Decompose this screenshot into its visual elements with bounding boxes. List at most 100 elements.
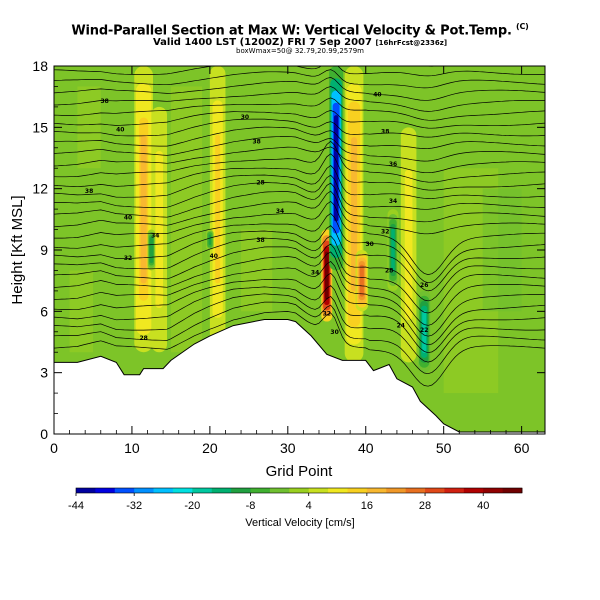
isentrope-line [54, 182, 545, 223]
downdraft-plume [333, 115, 339, 222]
y-tick-label: 15 [32, 119, 48, 135]
isentrope-line [54, 140, 545, 183]
isentrope-label: 32 [124, 255, 132, 262]
y-tick-label: 0 [40, 426, 48, 442]
isentrope-line [54, 301, 545, 375]
updraft-plume [406, 183, 412, 307]
isentrope-line [54, 272, 545, 346]
isentrope-line [54, 261, 545, 337]
chart-subtitle: Valid 1400 LST (1200Z) FRI 7 Sep 2007 [1… [0, 37, 600, 48]
colorbar-frame [75, 487, 523, 494]
isentrope-line [54, 235, 545, 302]
isentrope-label: 28 [256, 180, 264, 187]
field-patch [482, 188, 522, 312]
updraft-plume [359, 264, 364, 297]
y-tick-label: 6 [40, 303, 48, 319]
colorbar-swatch [211, 488, 232, 493]
y-tick-label: 9 [40, 242, 48, 258]
y-tick-label: 18 [32, 58, 48, 74]
isentrope-label: 38 [85, 188, 93, 195]
colorbar-tick-label: 4 [306, 500, 312, 512]
isentrope-label: 38 [252, 139, 260, 146]
colorbar-tick-label: -8 [246, 500, 256, 512]
isentrope-line [54, 251, 545, 326]
chart-subtitle-2: boxWmax=50@ 32.79,20.99,2579m [236, 47, 364, 55]
isentrope-label: 28 [139, 335, 147, 342]
isentrope-label: 34 [276, 208, 284, 215]
isentrope-line [422, 66, 440, 67]
isentrope-line [54, 110, 545, 129]
updraft-plume [215, 134, 221, 284]
colorbar-tick-label: 16 [361, 500, 373, 512]
colorbar-swatch [328, 488, 348, 493]
isentrope-line [54, 174, 545, 210]
field-patch [170, 86, 203, 353]
isentrope-label: 26 [420, 282, 428, 289]
x-tick-label: 30 [280, 440, 296, 456]
isentrope-label: 40 [116, 126, 124, 133]
colorbar-tick-label: -44 [68, 500, 84, 512]
isentrope-label: 28 [385, 267, 393, 274]
isentrope-label: 38 [381, 128, 389, 135]
isentrope-line [54, 118, 545, 138]
colorbar-swatch [483, 488, 504, 493]
colorbar-swatch [95, 488, 116, 493]
isentrope-label: 40 [124, 214, 132, 221]
chart-title-text: Wind-Parallel Section at Max W: Vertical… [71, 23, 512, 39]
chart-title: Wind-Parallel Section at Max W: Vertical… [0, 22, 600, 38]
isentrope-line [54, 190, 545, 235]
updraft-plume [351, 137, 358, 292]
colorbar-swatch [347, 488, 368, 493]
x-tick-label: 0 [50, 440, 58, 456]
isentrope-line [54, 69, 545, 89]
isentrope-line [54, 126, 545, 149]
isentrope-label: 38 [256, 237, 264, 244]
colorbar-label: Vertical Velocity [cm/s] [245, 517, 354, 529]
isentrope-label: 30 [241, 114, 249, 121]
isentrope-label: 34 [151, 233, 159, 240]
isentrope-line [54, 97, 545, 121]
velocity-field [69, 66, 522, 394]
x-tick-label: 40 [358, 440, 374, 456]
x-tick-label: 10 [124, 440, 140, 456]
colorbar-swatch [386, 488, 407, 493]
isentrope-line [54, 38, 545, 58]
colorbar-swatch [444, 488, 465, 493]
isentrope-line [54, 311, 545, 387]
downdraft-plume [208, 234, 212, 246]
colorbar-swatch [269, 488, 290, 493]
field-patch [241, 229, 273, 312]
isentrope-label: 36 [389, 161, 397, 168]
colorbar-swatch [153, 488, 174, 493]
colorbar: -44 -32 -20 -8 4 16 28 40 [68, 487, 523, 512]
isentrope-line [54, 136, 545, 162]
x-tick-label: 60 [514, 440, 530, 456]
updraft-plume [140, 134, 147, 284]
x-axis: 0 10 20 30 40 50 60 [50, 66, 538, 456]
isentrope-label: 32 [323, 310, 331, 317]
field-patch [77, 86, 101, 169]
isentrope-line [54, 153, 545, 191]
colorbar-swatch [231, 488, 251, 493]
isentrope-line [54, 293, 545, 363]
isentrope-lines [54, 38, 545, 387]
y-axis-label: Height [Kft MSL] [9, 195, 26, 304]
colorbar-tick-label: -20 [184, 500, 200, 512]
updraft-plume [156, 165, 162, 294]
colorbar-tick-label: 28 [419, 500, 431, 512]
isentrope-label: 40 [373, 92, 381, 99]
colorbar-swatch [366, 488, 387, 493]
colorbar-swatch [250, 488, 271, 493]
colorbar-swatch [114, 488, 135, 493]
colorbar-swatch [192, 488, 213, 493]
x-axis-label: Grid Point [266, 463, 334, 480]
isentrope-labels: 38 40 38 40 34 32 40 28 30 38 28 34 38 34 32 30 40 38 36 34… [85, 92, 428, 342]
chart-subtitle-suffix: [16hrFcst@2336z] [375, 39, 448, 47]
isentrope-label: 40 [210, 253, 218, 260]
colorbar-swatch [76, 488, 96, 493]
isentrope-line [54, 213, 545, 284]
isentrope-line [54, 146, 545, 174]
isentrope-label: 34 [389, 198, 397, 205]
isentrope-line [54, 77, 545, 101]
